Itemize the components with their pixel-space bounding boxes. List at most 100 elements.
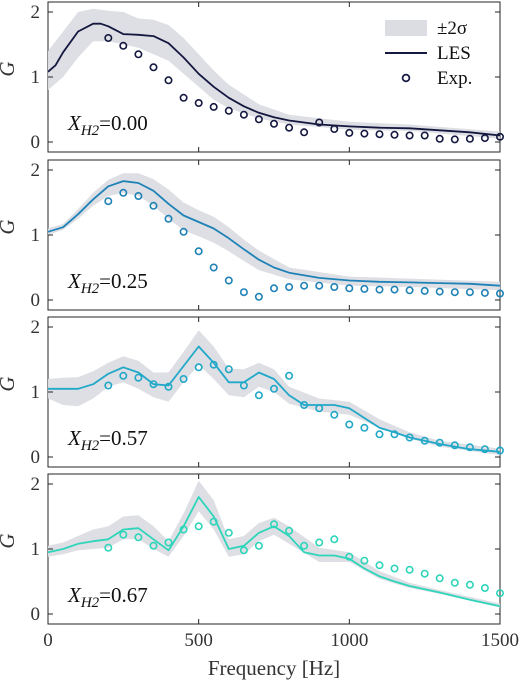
exp-point — [315, 538, 324, 547]
panel-1: 0 1 2 G XH2=0.00 — [0, 1, 504, 153]
exp-point — [254, 292, 263, 301]
exp-point — [300, 400, 309, 409]
y-tick-label: 2 — [31, 317, 41, 338]
exp-point — [254, 541, 263, 550]
y-axis-label: G — [0, 61, 19, 76]
exp-point — [375, 430, 384, 439]
y-tick-label: 2 — [31, 474, 41, 495]
exp-point — [465, 288, 474, 297]
exp-point — [104, 543, 113, 552]
exp-point — [119, 371, 128, 380]
uncertainty-band — [48, 8, 500, 139]
panel-label: XH2=0.00 — [67, 111, 148, 139]
y-tick-label: 0 — [31, 290, 41, 311]
y-axis-label: G — [0, 376, 19, 391]
exp-point — [179, 93, 188, 102]
exp-point — [345, 420, 354, 429]
axes-box — [47, 473, 501, 625]
exp-point — [269, 384, 278, 393]
exp-point — [239, 381, 248, 390]
exp-point — [345, 128, 354, 137]
exp-point — [194, 247, 203, 256]
exp-point — [254, 391, 263, 400]
exp-point — [420, 131, 429, 140]
y-tick-label: 1 — [31, 67, 41, 88]
exp-point — [480, 445, 489, 454]
y-tick-label: 0 — [31, 447, 41, 468]
exp-point — [435, 287, 444, 296]
exp-point — [345, 552, 354, 561]
exp-point — [269, 284, 278, 293]
exp-point — [465, 580, 474, 589]
exp-point — [254, 115, 263, 124]
les-line — [47, 22, 501, 137]
y-tick-label: 0 — [31, 132, 41, 153]
exp-point — [330, 125, 339, 134]
exp-point — [330, 410, 339, 419]
exp-point — [269, 520, 278, 529]
x-tick-label: 1500 — [481, 630, 519, 651]
x-tick-label: 0 — [43, 630, 53, 651]
exp-point — [420, 436, 429, 445]
exp-point — [285, 123, 294, 132]
exp-point — [450, 135, 459, 144]
exp-point — [164, 214, 173, 223]
exp-point — [149, 541, 158, 550]
exp-point — [239, 110, 248, 119]
uncertainty-band — [48, 330, 500, 456]
x-tick-label: 500 — [184, 630, 213, 651]
exp-point — [179, 227, 188, 236]
uncertainty-band — [48, 480, 500, 608]
exp-point — [330, 535, 339, 544]
exp-point — [390, 430, 399, 439]
exp-point — [435, 438, 444, 447]
exp-point — [164, 76, 173, 85]
exp-point — [390, 285, 399, 294]
exp-point — [480, 583, 489, 592]
exp-point — [239, 546, 248, 555]
y-tick-label: 1 — [31, 382, 41, 403]
exp-point — [405, 565, 414, 574]
exp-point — [119, 188, 128, 197]
panel-label: XH2=0.67 — [67, 583, 148, 611]
legend-label-les: LES — [437, 43, 471, 64]
exp-point — [179, 374, 188, 383]
exp-point — [104, 197, 113, 206]
exp-point — [360, 556, 369, 565]
exp-point — [285, 371, 294, 380]
y-tick-label: 0 — [31, 604, 41, 625]
legend: ±2σ LES Exp. — [385, 18, 472, 89]
exp-point — [450, 578, 459, 587]
exp-point — [495, 446, 504, 455]
exp-point — [209, 102, 218, 111]
exp-point — [209, 360, 218, 369]
exp-point — [495, 132, 504, 141]
exp-point — [450, 441, 459, 450]
les-line — [47, 496, 501, 608]
exp-point — [224, 106, 233, 115]
legend-label-exp: Exp. — [437, 68, 472, 89]
exp-point — [495, 289, 504, 298]
exp-point — [300, 541, 309, 550]
panel-4: 0 1 2 G XH2=0.67 — [0, 473, 504, 625]
exp-point — [224, 365, 233, 374]
exp-point — [224, 276, 233, 285]
exp-point — [435, 574, 444, 583]
exp-point — [420, 569, 429, 578]
legend-exp-swatch — [401, 73, 411, 83]
exp-point — [149, 380, 158, 389]
exp-point — [375, 561, 384, 570]
exp-point — [435, 134, 444, 143]
exp-point — [405, 433, 414, 442]
exp-point — [315, 404, 324, 413]
exp-point — [269, 119, 278, 128]
exp-point — [149, 63, 158, 72]
y-tick-label: 2 — [31, 160, 41, 181]
exp-point — [104, 381, 113, 390]
exp-point — [480, 288, 489, 297]
panel-2: 0 1 2 G XH2=0.25 — [0, 159, 504, 311]
y-tick-label: 2 — [31, 2, 41, 23]
exp-point — [315, 281, 324, 290]
exp-point — [405, 286, 414, 295]
